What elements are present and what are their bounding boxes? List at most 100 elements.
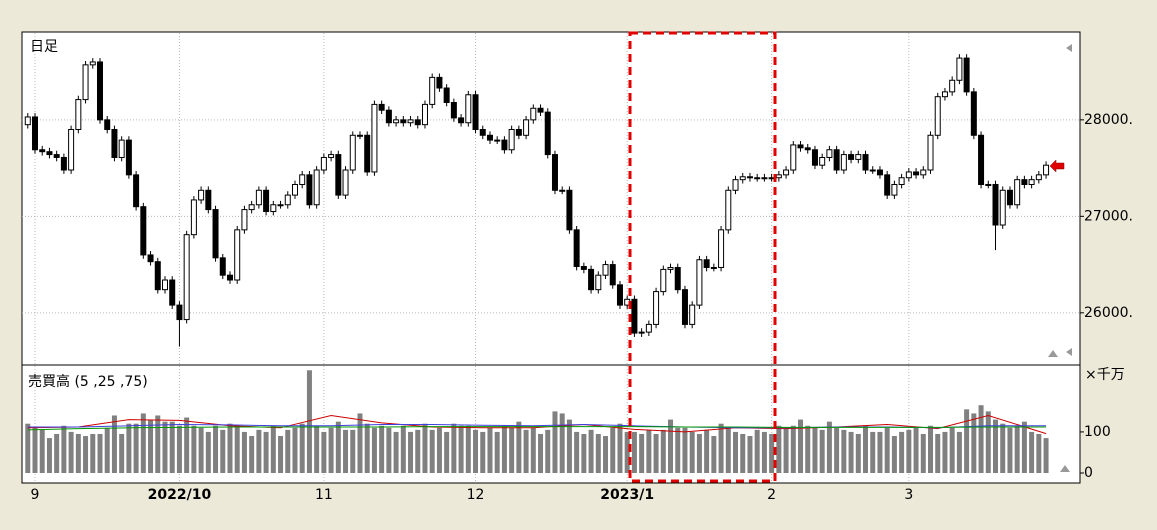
volume-bar: [964, 409, 970, 473]
candle-body: [999, 189, 1006, 226]
candle-body: [862, 154, 869, 171]
candle-body: [1021, 179, 1028, 185]
volume-bar: [603, 436, 609, 473]
candle-body: [24, 116, 31, 126]
candle-body: [436, 76, 443, 89]
candle-body: [811, 149, 818, 166]
volume-bar: [516, 421, 522, 473]
volume-bar: [278, 436, 284, 473]
candle-body: [356, 134, 363, 137]
volume-bar: [46, 438, 52, 473]
candle-body: [320, 156, 327, 171]
volume-bar: [119, 433, 125, 473]
volume-bar: [393, 431, 399, 473]
candle-body: [140, 206, 147, 256]
volume-bar: [718, 423, 724, 473]
candle-body: [544, 111, 551, 156]
volume-bar: [451, 423, 457, 473]
candle-body: [75, 99, 82, 130]
volume-bar: [805, 425, 811, 473]
volume-bar: [270, 425, 276, 473]
volume-bar: [761, 431, 767, 473]
volume-bar: [740, 433, 746, 473]
volume-bar: [83, 436, 89, 473]
volume-bar: [733, 431, 739, 473]
candle-body: [306, 174, 313, 206]
candle-body: [855, 154, 862, 160]
volume-bar: [956, 431, 962, 473]
volume-bar: [653, 433, 659, 473]
volume-bar: [314, 425, 320, 473]
volume-bar: [162, 421, 168, 473]
volume-bar: [263, 431, 269, 473]
volume-bar: [227, 423, 233, 473]
volume-bar: [39, 429, 45, 473]
volume-bar: [343, 429, 349, 473]
volume-bar: [841, 429, 847, 473]
candle-body: [819, 156, 826, 166]
volume-bar: [25, 423, 31, 473]
candle-body: [378, 103, 385, 111]
candle-body: [992, 183, 999, 226]
volume-bar: [97, 433, 103, 473]
volume-bar: [696, 433, 702, 473]
candle-body: [176, 304, 183, 321]
x-tick-label: 9: [31, 487, 40, 503]
candle-body: [371, 103, 378, 173]
volume-bar: [711, 436, 717, 473]
candle-body: [674, 266, 681, 291]
scroll-marker: [1048, 350, 1058, 357]
candle-body: [270, 204, 277, 213]
volume-bar: [111, 415, 117, 473]
candle-body: [248, 204, 255, 211]
volume-bar: [169, 421, 175, 473]
volume-bar: [350, 429, 356, 473]
volume-bar: [993, 419, 999, 473]
x-tick-label: 2023/1: [600, 487, 654, 503]
candle-body: [284, 194, 291, 206]
candle-body: [934, 96, 941, 136]
volume-bar: [473, 429, 479, 473]
candle-body: [219, 257, 226, 276]
volume-bar: [465, 425, 471, 473]
volume-bar: [104, 427, 110, 473]
volume-bar: [646, 429, 652, 473]
scroll-marker: [1066, 44, 1072, 52]
candle-body: [450, 101, 457, 119]
candle-body: [530, 107, 537, 121]
candle-body: [443, 87, 450, 103]
candle-body: [161, 279, 168, 291]
volume-bar: [863, 425, 869, 473]
candle-body: [645, 323, 652, 333]
candle-body: [190, 199, 197, 236]
y-tick-label: 27000.: [1084, 208, 1133, 224]
x-tick-label: 3: [904, 487, 913, 503]
volume-bar: [371, 427, 377, 473]
volume-bar: [552, 411, 558, 473]
volume-bar: [848, 431, 854, 473]
volume-bar: [256, 429, 262, 473]
candle-body: [96, 61, 103, 121]
candle-body: [573, 229, 580, 268]
volume-bar: [408, 431, 414, 473]
candle-body: [53, 154, 60, 158]
candle-body: [725, 189, 732, 231]
volume-bar: [415, 429, 421, 473]
volume-bar: [458, 425, 464, 473]
candle-body: [696, 259, 703, 306]
volume-bar: [754, 429, 760, 473]
volume-bar: [494, 431, 500, 473]
volume-bar: [790, 425, 796, 473]
volume-bar: [595, 433, 601, 473]
candle-body: [703, 259, 710, 268]
volume-bar: [617, 423, 623, 473]
volume-bar: [234, 425, 240, 473]
volume-bar: [198, 427, 204, 473]
candle-body: [956, 57, 963, 81]
volume-bar: [877, 431, 883, 473]
candle-body: [732, 179, 739, 191]
candle-body: [754, 177, 761, 180]
volume-bar: [1036, 433, 1042, 473]
candle-body: [580, 266, 587, 270]
volume-bar: [928, 425, 934, 473]
